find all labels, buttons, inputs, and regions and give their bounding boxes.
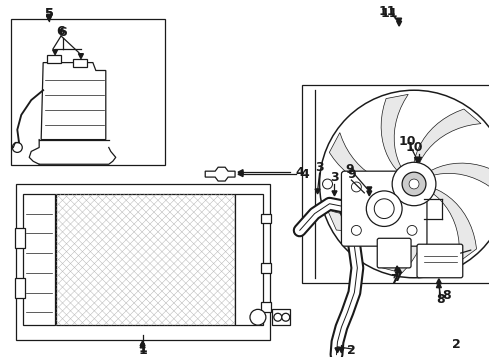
- Polygon shape: [332, 191, 337, 196]
- Text: 1: 1: [138, 344, 147, 357]
- Circle shape: [413, 171, 425, 183]
- Bar: [235, 194, 263, 325]
- Circle shape: [407, 165, 431, 189]
- Circle shape: [282, 313, 290, 321]
- Text: 10: 10: [398, 135, 416, 148]
- Circle shape: [402, 172, 426, 196]
- FancyBboxPatch shape: [417, 244, 463, 278]
- Circle shape: [322, 179, 333, 189]
- Polygon shape: [437, 283, 441, 288]
- FancyBboxPatch shape: [377, 238, 411, 268]
- Bar: [47, 55, 61, 63]
- Text: 9: 9: [345, 163, 354, 176]
- Bar: [15, 228, 25, 248]
- Polygon shape: [205, 167, 235, 181]
- Polygon shape: [47, 16, 51, 21]
- Circle shape: [351, 182, 361, 192]
- Polygon shape: [367, 187, 372, 192]
- Polygon shape: [329, 132, 392, 189]
- Polygon shape: [414, 109, 481, 163]
- Text: 4: 4: [300, 168, 309, 181]
- Bar: [272, 309, 290, 325]
- Text: 3: 3: [330, 171, 339, 184]
- Polygon shape: [396, 21, 402, 26]
- Circle shape: [392, 162, 436, 206]
- Text: 5: 5: [45, 7, 53, 20]
- Text: 6: 6: [59, 27, 67, 40]
- Polygon shape: [437, 279, 441, 284]
- Bar: [261, 302, 271, 312]
- Polygon shape: [431, 163, 490, 198]
- Circle shape: [409, 179, 419, 189]
- Polygon shape: [140, 343, 145, 348]
- Text: 1: 1: [138, 342, 147, 355]
- Bar: [261, 213, 271, 224]
- Text: 2: 2: [347, 344, 356, 357]
- Polygon shape: [380, 203, 426, 273]
- Bar: [15, 278, 25, 297]
- FancyBboxPatch shape: [342, 171, 427, 246]
- Text: 2: 2: [452, 338, 461, 351]
- Polygon shape: [367, 191, 372, 196]
- Circle shape: [319, 90, 490, 278]
- Circle shape: [250, 309, 266, 325]
- Text: 8: 8: [437, 293, 445, 306]
- Text: 8: 8: [442, 289, 451, 302]
- Polygon shape: [415, 157, 419, 162]
- Bar: [16, 184, 270, 340]
- Polygon shape: [381, 94, 408, 170]
- Polygon shape: [238, 170, 243, 175]
- Text: 5: 5: [45, 7, 53, 20]
- Polygon shape: [327, 201, 405, 231]
- Polygon shape: [41, 63, 106, 140]
- Circle shape: [274, 313, 282, 321]
- Polygon shape: [396, 18, 402, 23]
- Polygon shape: [52, 50, 57, 55]
- Bar: [302, 85, 490, 283]
- Bar: [23, 194, 55, 325]
- Polygon shape: [416, 157, 421, 162]
- Text: 4: 4: [295, 166, 304, 179]
- Polygon shape: [394, 266, 400, 271]
- Circle shape: [407, 182, 417, 192]
- Circle shape: [407, 225, 417, 235]
- Polygon shape: [434, 189, 477, 262]
- Text: 11: 11: [378, 5, 396, 18]
- Bar: [11, 19, 166, 165]
- Bar: [261, 263, 271, 273]
- Text: 9: 9: [347, 168, 356, 181]
- Circle shape: [351, 225, 361, 235]
- Polygon shape: [396, 268, 402, 273]
- Bar: [73, 59, 87, 67]
- Text: 3: 3: [315, 161, 324, 174]
- Polygon shape: [335, 348, 340, 353]
- Polygon shape: [78, 54, 83, 59]
- Polygon shape: [315, 189, 320, 194]
- Polygon shape: [140, 341, 145, 346]
- Text: 11: 11: [380, 7, 398, 20]
- Polygon shape: [238, 172, 243, 177]
- Bar: [56, 194, 235, 325]
- Circle shape: [374, 199, 394, 219]
- Text: 7: 7: [390, 273, 398, 286]
- Polygon shape: [47, 14, 51, 19]
- Text: 6: 6: [57, 24, 65, 37]
- Circle shape: [367, 191, 402, 226]
- Text: 7: 7: [393, 271, 401, 284]
- Circle shape: [12, 143, 22, 152]
- Polygon shape: [339, 348, 344, 353]
- Text: 10: 10: [405, 141, 423, 154]
